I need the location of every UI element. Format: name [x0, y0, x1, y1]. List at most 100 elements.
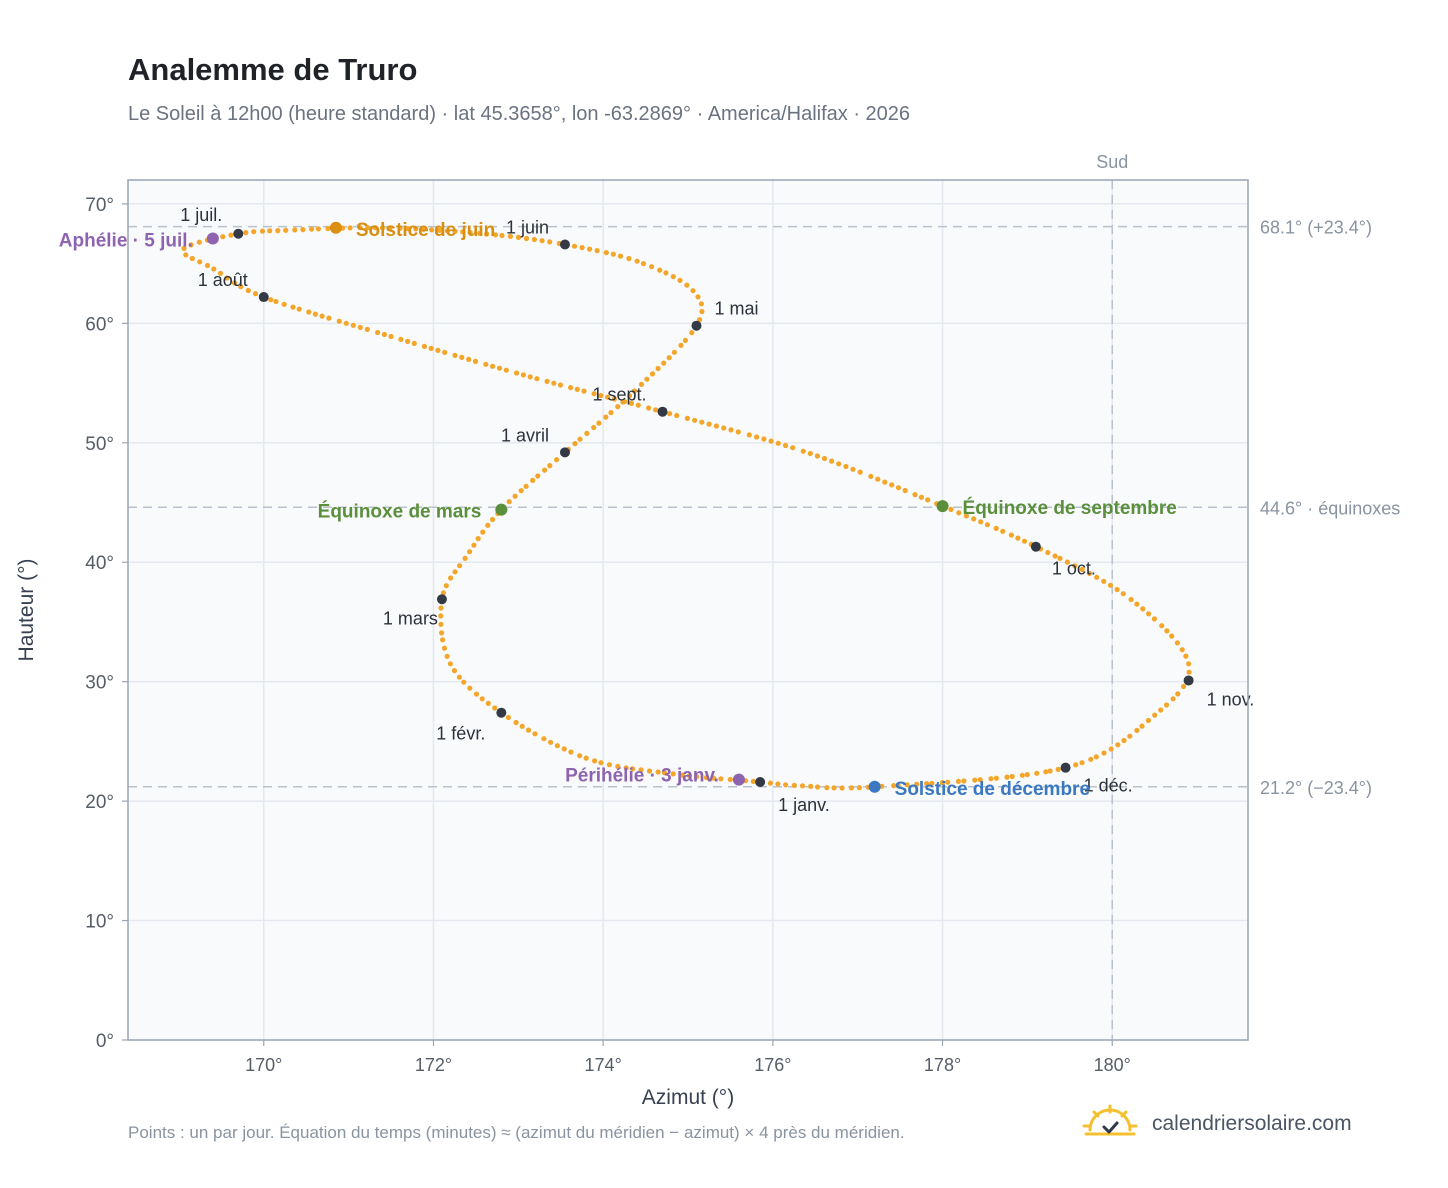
day-dot — [695, 294, 701, 300]
x-tick-label: 178° — [924, 1055, 961, 1075]
day-dot — [1079, 566, 1085, 573]
day-dot — [848, 785, 855, 791]
month-marker — [258, 292, 269, 303]
day-dot — [520, 372, 527, 378]
day-dot — [904, 782, 910, 788]
day-dot — [598, 392, 604, 399]
day-dot — [1183, 653, 1189, 659]
day-dot — [1139, 723, 1145, 729]
day-dot — [1186, 669, 1192, 675]
day-dot — [972, 777, 978, 783]
day-dot — [315, 226, 321, 232]
day-dot — [448, 575, 454, 581]
day-dot — [554, 457, 560, 463]
day-dot — [444, 653, 450, 659]
day-dot — [1151, 616, 1157, 622]
day-dot — [312, 311, 318, 317]
day-dot — [568, 749, 574, 755]
day-dot — [381, 331, 387, 338]
month-marker — [691, 320, 702, 331]
day-dot — [515, 234, 522, 240]
day-dot — [596, 420, 602, 426]
day-dot — [492, 232, 499, 238]
day-dot — [615, 404, 621, 410]
x-axis-label: Azimut (°) — [642, 1086, 734, 1109]
sun-logo-icon — [1082, 1104, 1138, 1136]
day-dot — [547, 239, 553, 245]
day-dot — [824, 785, 830, 791]
day-dot — [814, 453, 821, 459]
day-dot — [268, 297, 274, 303]
day-dot — [694, 774, 700, 780]
month-marker — [559, 447, 570, 458]
day-dot — [1047, 768, 1053, 774]
day-dot — [405, 226, 411, 232]
day-dot — [532, 731, 538, 737]
day-dot — [939, 780, 945, 786]
day-dot — [281, 301, 287, 307]
day-dot — [667, 411, 673, 417]
x-tick-label: 176° — [754, 1055, 791, 1075]
day-dot — [273, 298, 279, 305]
day-dot — [649, 264, 655, 270]
day-dot — [699, 419, 705, 425]
event-marker — [732, 773, 745, 786]
day-dot — [1134, 601, 1140, 607]
x-tick-label: 170° — [245, 1055, 282, 1075]
day-dot — [557, 382, 564, 388]
reference-line-label: 68.1° (+23.4°) — [1260, 218, 1372, 238]
day-dot — [988, 776, 994, 782]
day-dot — [961, 778, 967, 784]
day-dot — [689, 330, 695, 336]
day-dot — [444, 228, 450, 234]
day-dot — [1043, 769, 1049, 775]
day-dot — [697, 317, 703, 323]
day-dot — [587, 246, 593, 252]
day-dot — [447, 661, 453, 667]
day-dot — [895, 782, 901, 788]
day-dot — [350, 322, 356, 328]
day-dot — [1186, 661, 1192, 667]
day-dot — [993, 525, 999, 532]
day-dot — [1181, 683, 1187, 690]
day-dot — [692, 417, 698, 423]
day-dot — [483, 361, 489, 367]
day-dot — [462, 555, 468, 562]
day-dot — [713, 423, 720, 429]
day-dot — [634, 258, 640, 264]
day-dot — [579, 245, 585, 251]
day-dot — [674, 412, 680, 419]
day-dot — [275, 228, 281, 234]
day-dot — [1170, 696, 1176, 702]
day-dot — [1004, 774, 1010, 780]
day-dot — [831, 785, 837, 791]
month-marker — [233, 228, 244, 239]
day-dot — [436, 227, 443, 233]
day-dot — [357, 225, 363, 231]
day-dot — [568, 385, 574, 391]
chart-title: Analemme de Truro — [128, 52, 418, 87]
day-dot — [653, 407, 659, 413]
day-dot — [1163, 702, 1170, 708]
month-marker — [1183, 675, 1194, 686]
axis-ticks: 170° 172° 174° 176° 178° 180° 0° 10° 20° 30° 40° 50… — [85, 195, 1131, 1075]
reference-line-label: 21.2° (−23.4°) — [1260, 778, 1372, 798]
day-dot — [592, 758, 598, 764]
day-dot — [790, 445, 796, 451]
x-tick-label: 180° — [1094, 1055, 1131, 1075]
day-dot — [843, 463, 849, 470]
day-dot — [292, 227, 298, 233]
day-dot — [815, 784, 821, 790]
day-dot — [591, 424, 597, 431]
day-dot — [626, 393, 633, 399]
day-dot — [1146, 611, 1152, 617]
day-dot — [1101, 750, 1107, 756]
brand[interactable]: calendriersolaire.com — [1082, 1104, 1352, 1144]
day-dot — [530, 477, 536, 483]
day-dot — [1055, 766, 1061, 773]
day-dot — [387, 225, 393, 231]
day-dot — [231, 280, 238, 286]
day-dot — [471, 542, 477, 548]
day-dot — [220, 234, 226, 240]
day-dot — [189, 255, 195, 262]
